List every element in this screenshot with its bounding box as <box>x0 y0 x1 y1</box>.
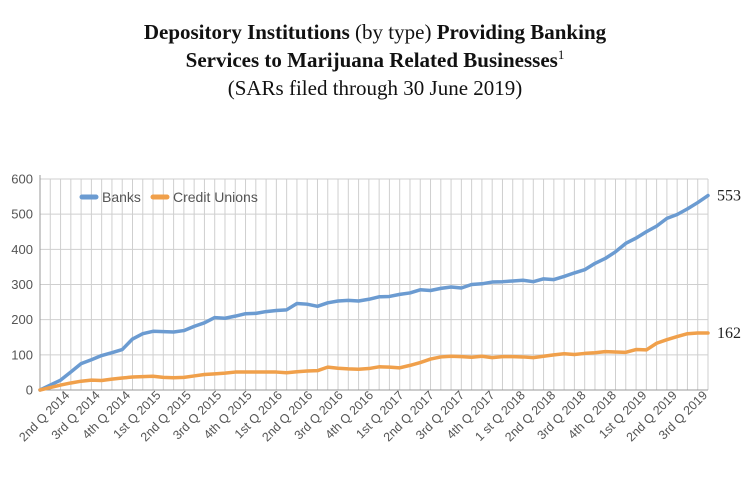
title-part1: Depository Institutions <box>143 20 350 44</box>
label-layer: 553 162 <box>717 188 741 343</box>
y-tick-label: 400 <box>11 242 33 257</box>
chart-legend: Banks Credit Unions <box>79 189 258 205</box>
title-part2: (by type) <box>349 20 437 44</box>
chart-subtitle: (SARs filed through 30 June 2019) <box>227 76 523 100</box>
chart-title: Depository Institutions (by type) Provid… <box>0 18 750 102</box>
end-value-label: 162 <box>717 325 741 342</box>
y-tick-label: 300 <box>11 277 33 292</box>
title-footnote-marker: 1 <box>557 47 565 62</box>
title-line-1: Depository Institutions (by type) Provid… <box>0 18 750 46</box>
legend-label: Credit Unions <box>173 189 258 205</box>
y-tick-label: 500 <box>11 207 33 222</box>
series-line-banks <box>38 193 710 392</box>
y-tick-label: 0 <box>26 383 33 398</box>
y-tick-label: 100 <box>11 347 33 362</box>
legend-label: Banks <box>102 189 141 205</box>
grid-layer <box>40 178 709 390</box>
series-line-credit-unions <box>38 331 710 392</box>
y-tick-label: 600 <box>11 172 33 187</box>
end-value-label: 553 <box>717 188 741 205</box>
title-line-2: Services to Marijuana Related Businesses… <box>0 46 750 74</box>
title-line2-text: Services to Marijuana Related Businesses <box>185 48 558 72</box>
title-part3: Providing Banking <box>436 20 607 44</box>
y-tick-label: 200 <box>11 312 33 327</box>
series-layer <box>38 193 710 392</box>
